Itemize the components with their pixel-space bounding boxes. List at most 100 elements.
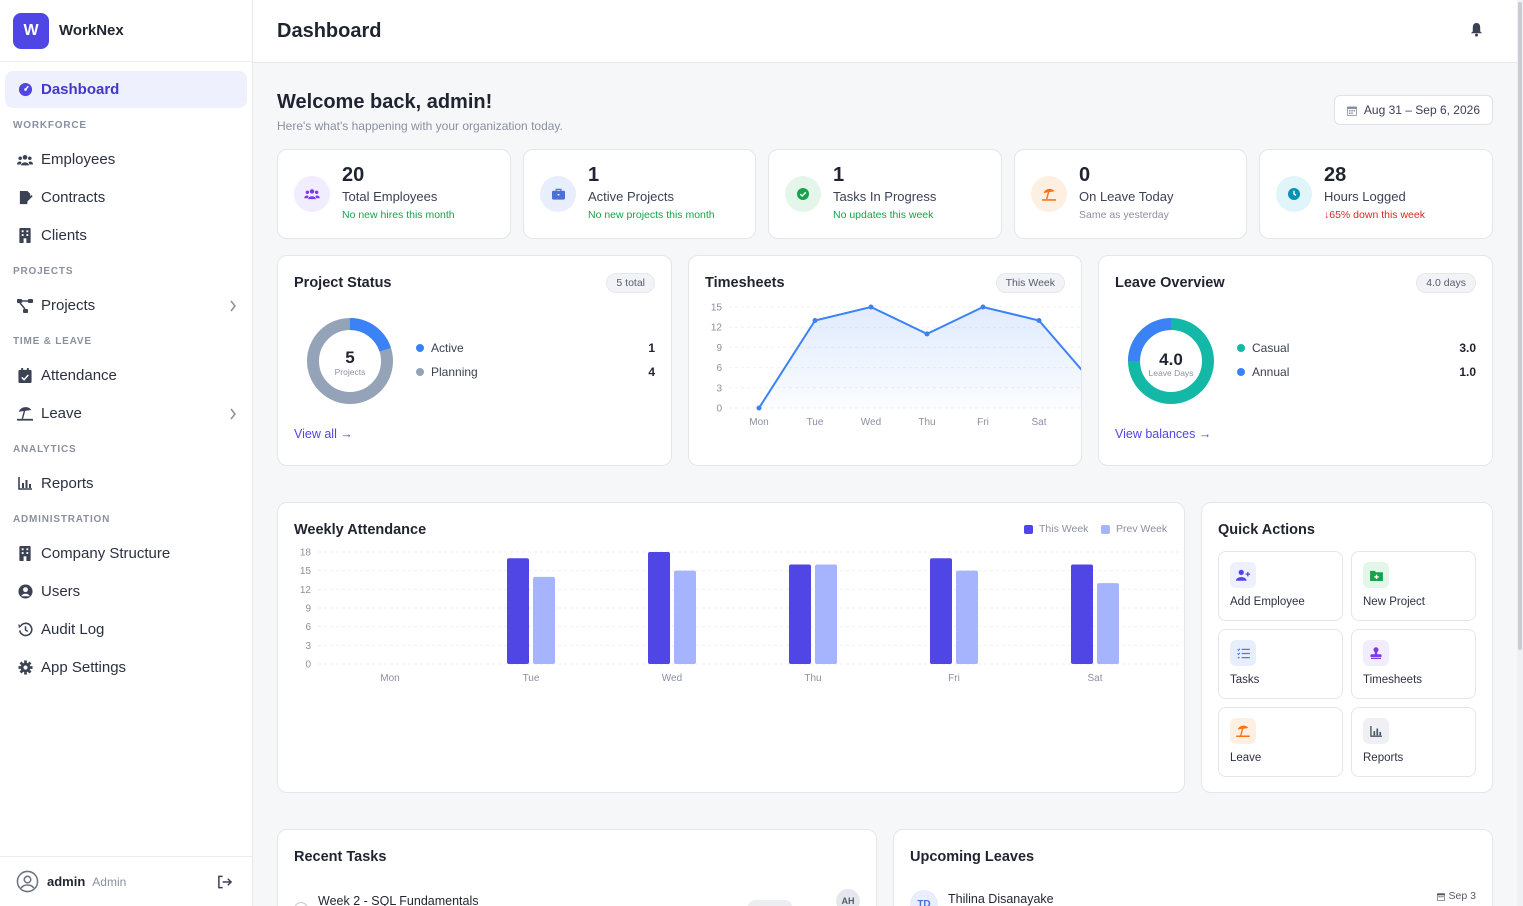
sidebar-item-audit-log[interactable]: Audit Log	[5, 611, 247, 648]
bar-prev-week[interactable]	[815, 564, 837, 664]
legend-item-annual: Annual	[1237, 365, 1289, 379]
folder-plus-icon	[1363, 562, 1389, 588]
quick-action-tasks[interactable]: Tasks	[1218, 629, 1343, 699]
donut-center-label: Leave Days	[1149, 368, 1194, 378]
legend-label: Casual	[1252, 341, 1290, 355]
bar-this-week[interactable]	[789, 564, 811, 664]
data-point[interactable]	[812, 317, 818, 323]
section-administration: ADMINISTRATION	[13, 513, 111, 525]
bar-this-week[interactable]	[648, 552, 670, 664]
bar-this-week[interactable]	[1071, 564, 1093, 664]
quick-action-new-project[interactable]: New Project	[1351, 551, 1476, 621]
list-check-icon	[1230, 640, 1256, 666]
y-tick-label: 15	[711, 303, 723, 314]
calendar-icon	[1436, 892, 1445, 901]
sidebar-item-label: Company Structure	[41, 545, 171, 562]
chevron-right-icon	[229, 407, 237, 424]
y-tick-label: 18	[300, 548, 312, 559]
sidebar-item-contracts[interactable]: Contracts	[5, 179, 247, 216]
arrow-down-icon: ↓	[1324, 209, 1330, 221]
sidebar-item-leave[interactable]: Leave	[5, 395, 247, 432]
clock-icon	[1276, 176, 1312, 212]
data-point[interactable]	[1036, 317, 1042, 323]
donut-center-value: 4.0	[1159, 350, 1183, 369]
data-point[interactable]	[756, 405, 762, 411]
sidebar-item-label: Users	[41, 583, 81, 600]
card-title: Quick Actions	[1218, 522, 1315, 538]
date-range-picker[interactable]: Aug 31 – Sep 6, 2026	[1333, 95, 1493, 125]
legend-value: 3.0	[1459, 341, 1476, 355]
period-badge: This Week	[995, 273, 1065, 293]
legend-label: Prev Week	[1116, 523, 1168, 535]
task-assignee-avatar: AH	[836, 889, 860, 906]
legend-label: This Week	[1039, 523, 1089, 535]
x-tick-label: Fri	[948, 673, 960, 684]
stat-card-hours[interactable]: 28 Hours Logged ↓65% down this week	[1259, 149, 1493, 239]
y-tick-label: 3	[716, 383, 722, 394]
sidebar-item-attendance[interactable]: Attendance	[5, 357, 247, 394]
building-icon	[17, 546, 33, 562]
data-point[interactable]	[924, 331, 930, 337]
sidebar-user: admin Admin	[0, 856, 252, 906]
bar-prev-week[interactable]	[1097, 583, 1119, 664]
bar-this-week[interactable]	[507, 558, 529, 664]
view-balances-link[interactable]: View balances →	[1115, 427, 1212, 441]
bar-prev-week[interactable]	[674, 570, 696, 664]
sidebar-item-projects[interactable]: Projects	[5, 287, 247, 324]
quick-action-label: Reports	[1363, 752, 1404, 764]
stat-card-employees[interactable]: 20 Total Employees No new hires this mon…	[277, 149, 511, 239]
x-tick-label: Sat	[1087, 673, 1102, 684]
brand[interactable]: W WorkNex	[0, 0, 252, 62]
building-icon	[17, 228, 33, 244]
sidebar-item-company-structure[interactable]: Company Structure	[5, 535, 247, 572]
quick-action-leave[interactable]: Leave	[1218, 707, 1343, 777]
stat-label: On Leave Today	[1079, 189, 1174, 204]
weekly-attendance-card: Weekly Attendance This Week Prev Week 18…	[277, 502, 1185, 793]
quick-action-reports[interactable]: Reports	[1351, 707, 1476, 777]
page-scrollbar[interactable]	[1517, 0, 1523, 906]
sidebar-item-app-settings[interactable]: App Settings	[5, 649, 247, 686]
stat-note: No updates this week	[833, 209, 934, 221]
bar-prev-week[interactable]	[956, 570, 978, 664]
calendar-check-icon	[17, 368, 33, 384]
legend-label: Active	[431, 341, 464, 355]
sidebar-item-clients[interactable]: Clients	[5, 217, 247, 254]
quick-action-timesheets[interactable]: Timesheets	[1351, 629, 1476, 699]
bar-prev-week[interactable]	[533, 576, 555, 664]
y-tick-label: 12	[300, 585, 312, 596]
data-point[interactable]	[980, 304, 986, 310]
bell-icon[interactable]	[1470, 22, 1483, 42]
sidebar-item-label: Reports	[41, 475, 94, 492]
user-avatar-icon[interactable]	[16, 870, 39, 893]
umbrella-beach-icon	[17, 406, 33, 422]
sidebar-item-employees[interactable]: Employees	[5, 141, 247, 178]
x-tick-label: Tue	[807, 417, 824, 428]
task-title[interactable]: Week 2 - SQL Fundamentals	[318, 894, 479, 906]
leave-overview-donut: 4.0 Leave Days	[1128, 318, 1214, 404]
sidebar-item-label: Clients	[41, 227, 87, 244]
bar-this-week[interactable]	[930, 558, 952, 664]
view-all-link[interactable]: View all →	[294, 427, 353, 441]
users-icon	[294, 176, 330, 212]
sidebar-item-reports[interactable]: Reports	[5, 465, 247, 502]
quick-action-add-employee[interactable]: Add Employee	[1218, 551, 1343, 621]
sidebar-item-dashboard[interactable]: Dashboard	[5, 71, 247, 108]
sidebar-item-label: Dashboard	[41, 81, 120, 98]
project-status-donut: 5 Projects	[307, 318, 393, 404]
stat-note: Same as yesterday	[1079, 209, 1169, 221]
sidebar-item-users[interactable]: Users	[5, 573, 247, 610]
donut-center-value: 5	[345, 348, 354, 367]
task-status-icon[interactable]	[294, 902, 308, 906]
leave-overview-card: Leave Overview 4.0 days 4.0 Leave Days C…	[1098, 255, 1493, 466]
card-title: Leave Overview	[1115, 275, 1225, 291]
logout-icon[interactable]	[217, 875, 233, 894]
legend-value: 4	[648, 365, 655, 379]
stat-card-tasks[interactable]: 1 Tasks In Progress No updates this week	[768, 149, 1002, 239]
stat-card-projects[interactable]: 1 Active Projects No new projects this m…	[523, 149, 756, 239]
area-fill	[759, 307, 1081, 408]
y-tick-label: 15	[300, 566, 312, 577]
legend-item-casual: Casual	[1237, 341, 1289, 355]
y-tick-label: 6	[716, 363, 722, 374]
stat-card-on-leave[interactable]: 0 On Leave Today Same as yesterday	[1014, 149, 1247, 239]
data-point[interactable]	[868, 304, 874, 310]
